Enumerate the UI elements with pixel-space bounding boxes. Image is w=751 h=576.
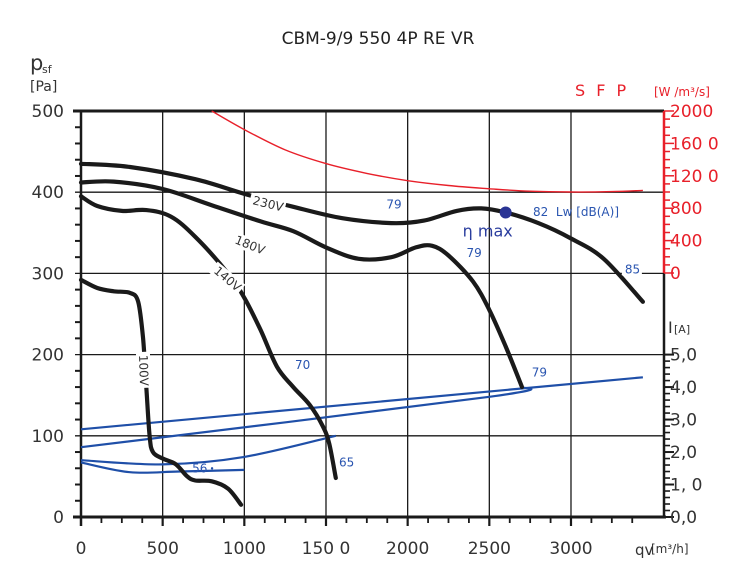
current-axis-symbol: I (668, 318, 673, 337)
axes (73, 109, 674, 526)
current-line (80, 434, 337, 466)
y-axis-subscript: sf (42, 63, 53, 76)
y3-axis-label: I [A] (668, 318, 690, 337)
sfp-tick-label: 400 (670, 232, 702, 252)
sfp-tick-label: 0 (670, 264, 681, 284)
current-tick-label: 5,0 (670, 346, 697, 366)
sound-level-label: 79 (466, 246, 481, 260)
chart-title: CBM-9/9 550 4P RE VR (282, 29, 475, 49)
y-tick-label: 300 (32, 264, 64, 284)
eta-max-label: η max (463, 222, 513, 241)
y-tick-label: 200 (32, 346, 64, 366)
y-axis-label: p sf [Pa] (30, 51, 57, 95)
x-tick-label: 150 0 (302, 539, 351, 559)
x-axis-unit: [m³/h] (651, 542, 689, 556)
series (78, 110, 645, 507)
pressure-curve-140v (78, 194, 338, 481)
current-tick-label: 3,0 (670, 411, 697, 431)
lw-unit-label: 82 Lw [dB(A)] (533, 205, 619, 219)
voltage-label-bg (230, 231, 269, 259)
sfp-curve (211, 110, 643, 193)
current-tick-label: 1, 0 (670, 476, 702, 496)
sound-label-bg (621, 261, 642, 276)
sfp-tick-label: 120 0 (670, 167, 719, 187)
current-line (80, 461, 245, 474)
x-tick-label: 1000 (223, 539, 266, 559)
current-tick-label: 4,0 (670, 378, 697, 398)
voltage-label-bg (135, 351, 152, 389)
sound-level-label: 65 (339, 456, 354, 470)
sound-level-label: 56 (192, 461, 207, 475)
voltage-label-bg (248, 192, 287, 215)
pressure-curve-230v (78, 161, 645, 304)
y2-axis-label: S F P [W /m³/s] (575, 81, 710, 100)
y-axis-symbol: p (30, 51, 43, 75)
sfp-tick-label: 160 0 (670, 134, 719, 154)
voltage-label: 100V (136, 355, 151, 387)
x-tick-label: 2000 (386, 539, 429, 559)
dot-marker (210, 467, 214, 470)
x-axis-symbol: qv (635, 541, 654, 559)
y-tick-label: 500 (32, 102, 64, 122)
pressure-curve-100v (78, 277, 244, 507)
voltage-label: 180V (233, 233, 268, 258)
current-line (80, 386, 533, 449)
sfp-axis-title: S F P (575, 81, 629, 100)
sound-level-label: 85 (625, 262, 640, 276)
sound-level-label: 79 (386, 197, 401, 211)
sound-level-label: 79 (532, 366, 547, 380)
sfp-tick-label: 800 (670, 199, 702, 219)
y-tick-label: 0 (53, 508, 64, 528)
current-axis-unit: [A] (674, 323, 690, 336)
x-tick-label: 2500 (468, 539, 511, 559)
x-axis-label: qv [m³/h] (635, 541, 689, 559)
y-tick-label: 100 (32, 427, 64, 447)
current-tick-label: 0,0 (670, 508, 697, 528)
current-tick-label: 2,0 (670, 443, 697, 463)
sfp-tick-label: 2000 (670, 102, 713, 122)
pressure-curve-180v (78, 179, 525, 390)
x-tick-label: 3000 (549, 539, 592, 559)
current-line (80, 376, 644, 431)
x-tick-label: 500 (146, 539, 178, 559)
x-tick-label: 0 (76, 539, 87, 559)
y-tick-label: 400 (32, 183, 64, 203)
y-axis-unit: [Pa] (30, 79, 57, 95)
sound-level-label: 70 (295, 358, 310, 372)
voltage-label-bg (208, 261, 246, 296)
voltage-label: 230V (251, 193, 285, 214)
eta-max-point (499, 206, 512, 219)
sfp-axis-unit: [W /m³/s] (654, 85, 710, 99)
tick-labels: 0 500 1000 150 0 2000 2500 3000 0 100 200 300 400 50… (32, 102, 719, 559)
